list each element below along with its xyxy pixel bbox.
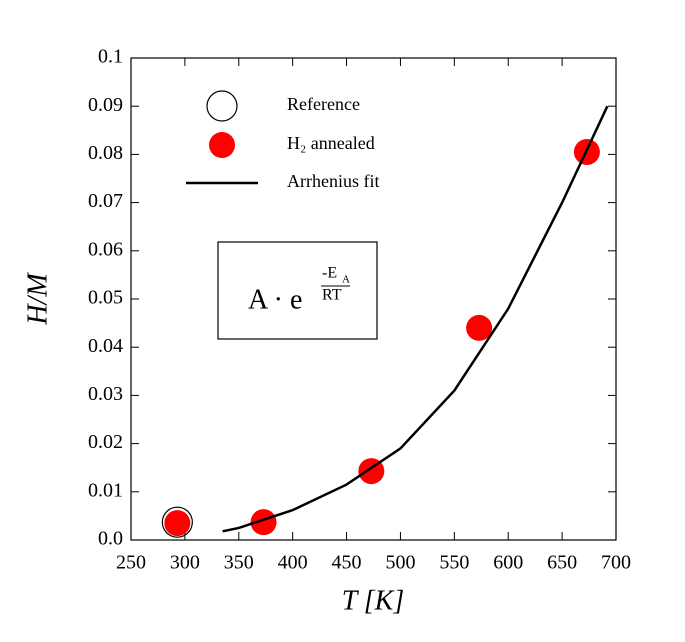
x-tick-label: 500 [385, 552, 415, 574]
formula-frame [217, 241, 378, 340]
y-axis-label: H/M [22, 272, 53, 326]
x-tick-label: 300 [170, 552, 200, 574]
y-tick-label: 0.07 [88, 190, 123, 212]
y-tick-label: 0.08 [88, 142, 123, 164]
x-tick-label: 600 [493, 552, 523, 574]
formula-den: RT [322, 287, 342, 304]
point [466, 314, 493, 341]
point [161, 506, 193, 538]
x-tick-label: 350 [224, 552, 254, 574]
legend-marker [209, 132, 235, 158]
legend-marker [206, 90, 238, 122]
x-tick-label: 650 [547, 552, 577, 574]
formula-box: A · e -E A RT [217, 241, 378, 340]
y-tick-label: 0.0 [98, 528, 123, 550]
x-tick-label: 550 [439, 552, 469, 574]
y-tick-label: 0.1 [98, 46, 123, 68]
y-tick-label: 0.05 [88, 287, 123, 309]
x-axis-label: T [K] [342, 585, 405, 616]
formula-num-sub: A [342, 274, 350, 286]
y-tick-label: 0.02 [88, 431, 123, 453]
y-tick-label: 0.09 [88, 94, 123, 116]
legend-label: Reference [287, 94, 360, 114]
y-tick-label: 0.01 [88, 479, 123, 501]
x-tick-label: 250 [116, 552, 146, 574]
x-tick-label: 450 [332, 552, 362, 574]
formula-num: -E [322, 265, 337, 282]
point [164, 510, 191, 537]
formula-base: A · e [248, 284, 302, 315]
x-tick-label: 700 [601, 552, 631, 574]
legend-label: H₂ annealed [287, 133, 375, 153]
y-tick-label: 0.06 [88, 238, 123, 260]
y-tick-label: 0.03 [88, 383, 123, 405]
point [250, 509, 277, 536]
fit-line [222, 105, 609, 533]
x-tick-label: 400 [278, 552, 308, 574]
legend-label: Arrhenius fit [287, 171, 379, 191]
y-tick-label: 0.04 [88, 335, 123, 357]
